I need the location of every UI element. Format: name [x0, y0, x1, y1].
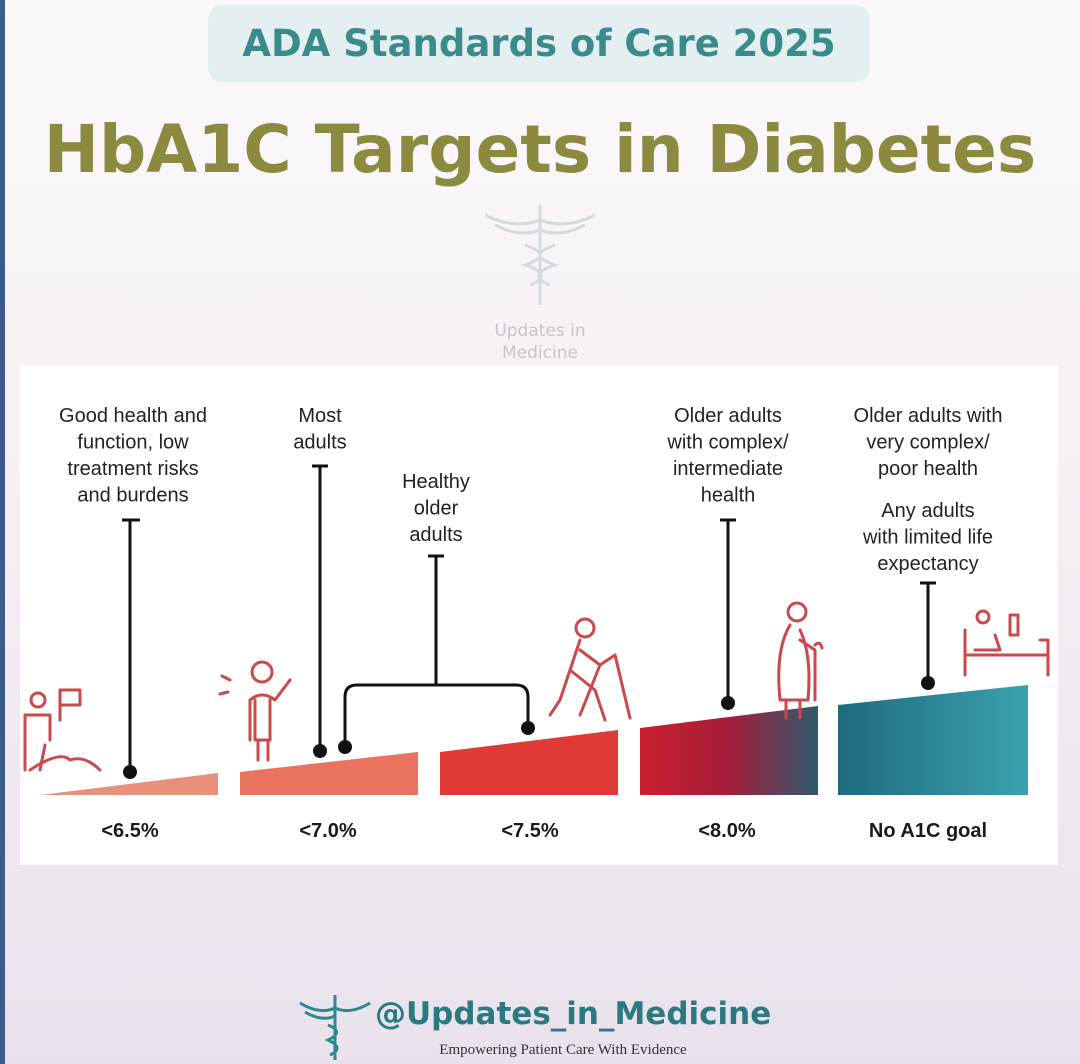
- group-label: function, low: [77, 432, 189, 454]
- watermark-line: Medicine: [502, 343, 578, 363]
- pointers: [122, 464, 936, 770]
- ramp-segment: [440, 730, 618, 795]
- badge: [208, 5, 870, 82]
- watermark-logo: [484, 205, 596, 305]
- group-label: expectancy: [877, 553, 978, 575]
- icon-bed: [963, 609, 1050, 677]
- group-label: older: [414, 498, 459, 520]
- group-label: health: [701, 485, 756, 507]
- ramp-segment: [240, 752, 418, 795]
- target-label: <7.0%: [299, 820, 356, 842]
- target-label: <6.5%: [101, 820, 158, 842]
- group-label: with limited life: [862, 527, 993, 549]
- icon-waving: [218, 660, 292, 762]
- group-labels: Good health and function, low treatment ri…: [59, 405, 1002, 575]
- group-label: Most: [298, 405, 342, 427]
- group-label: and burdens: [77, 485, 188, 507]
- group-label: Older adults: [674, 405, 782, 427]
- ramp-segment: [640, 706, 818, 795]
- footer-tagline: Empowering Patient Care With Evidence: [439, 1042, 687, 1058]
- pointer-dots: [123, 676, 935, 779]
- left-edge: [0, 0, 5, 1064]
- group-label: with complex/: [666, 432, 789, 454]
- icon-climber: [23, 688, 102, 772]
- icon-elderly: [777, 601, 824, 720]
- target-label: <7.5%: [501, 820, 558, 842]
- ramp-segment: [838, 685, 1028, 795]
- title: HbA1C Targets in Diabetes: [44, 111, 1036, 188]
- footer-logo: [299, 995, 371, 1060]
- group-label: Older adults with: [854, 405, 1003, 427]
- group-label: adults: [409, 524, 462, 546]
- group-label: adults: [293, 432, 346, 454]
- group-label: Good health and: [59, 405, 207, 427]
- targets: <6.5% <7.0% <7.5% <8.0% No A1C goal: [101, 820, 987, 842]
- footer-handle: @Updates_in_Medicine: [375, 996, 771, 1032]
- icon-walker: [548, 617, 632, 722]
- group-label: Any adults: [881, 500, 974, 522]
- group-label: Healthy: [402, 471, 470, 493]
- badge-text: ADA Standards of Care 2025: [242, 22, 835, 65]
- target-label: No A1C goal: [869, 820, 987, 842]
- group-label: intermediate: [673, 458, 783, 480]
- watermark-line: Updates in: [494, 321, 585, 341]
- group-label: treatment risks: [67, 458, 198, 480]
- group-label: very complex/: [866, 432, 990, 454]
- ramp-segment: [40, 773, 218, 795]
- target-label: <8.0%: [698, 820, 755, 842]
- group-label: poor health: [878, 458, 978, 480]
